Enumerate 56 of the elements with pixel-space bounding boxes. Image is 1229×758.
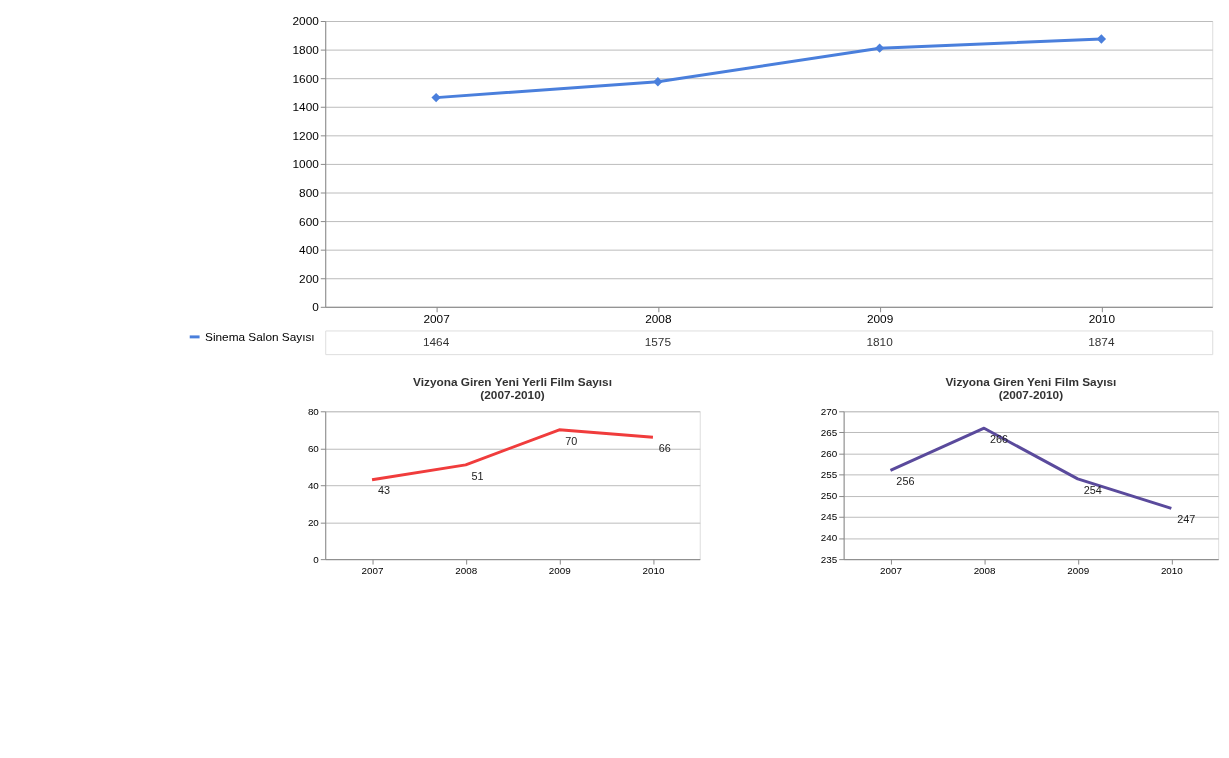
x-tick-label: 2007 <box>880 565 902 577</box>
data-label: 254 <box>1083 483 1102 496</box>
y-tick-label: 1800 <box>292 43 320 58</box>
y-tick-label: 270 <box>820 405 838 417</box>
x-tick-label: 2010 <box>1160 565 1184 577</box>
y-tick-label: 40 <box>307 479 320 491</box>
line-series <box>370 428 655 482</box>
point <box>874 43 885 53</box>
y-tick-label: 0 <box>313 553 320 565</box>
y-tick-label: 0 <box>312 300 320 315</box>
y-tick-label: 245 <box>820 511 838 523</box>
x-tick-label: 2008 <box>455 565 478 577</box>
point <box>653 77 663 87</box>
y-tick-label: 1600 <box>292 71 320 86</box>
x-tick-label: 2010 <box>1088 312 1116 327</box>
y-tick-label: 200 <box>299 271 320 286</box>
x-tick-label: 2010 <box>642 565 665 577</box>
y-tick-label: 600 <box>299 214 320 229</box>
chart-title: Vizyona Giren Yeni Yerli Film Sayısı (2007-2010) <box>413 374 612 403</box>
point <box>1096 34 1107 44</box>
data-label: 1810 <box>866 335 894 350</box>
data-label: 66 <box>658 441 671 454</box>
data-label: 51 <box>471 469 484 482</box>
y-tick-label: 1200 <box>292 128 320 143</box>
data-label: 70 <box>565 434 578 447</box>
data-label: 1575 <box>644 335 672 350</box>
data-label: 256 <box>896 475 915 488</box>
y-tick-label: 260 <box>820 447 838 459</box>
legend-label: Sinema Salon Sayısı <box>205 329 315 344</box>
data-label: 1464 <box>422 335 450 350</box>
x-tick-label: 2008 <box>973 565 997 577</box>
y-tick-label: 250 <box>820 490 838 502</box>
x-tick-label: 2007 <box>361 565 384 577</box>
x-tick-label: 2008 <box>645 312 672 327</box>
data-label: 43 <box>377 484 391 497</box>
chart-title: Vizyona Giren Yeni Film Sayısı (2007-2010) <box>945 374 1117 403</box>
x-tick-label: 2007 <box>423 312 450 327</box>
x-tick-label: 2009 <box>1067 565 1090 577</box>
point <box>431 92 441 103</box>
y-tick-label: 400 <box>299 243 320 258</box>
y-tick-label: 800 <box>299 185 320 200</box>
y-tick-label: 255 <box>820 469 838 481</box>
y-tick-label: 240 <box>820 532 838 544</box>
y-tick-label: 265 <box>820 426 838 438</box>
data-label: 247 <box>1177 513 1196 526</box>
y-tick-label: 2000 <box>292 14 320 29</box>
y-tick-label: 60 <box>307 442 320 454</box>
y-tick-label: 235 <box>820 553 838 565</box>
data-label: 1874 <box>1088 335 1115 350</box>
y-tick-label: 1000 <box>292 157 320 172</box>
y-tick-label: 1400 <box>292 100 320 115</box>
y-tick-label: 80 <box>307 405 320 417</box>
line-series <box>888 426 1173 510</box>
x-tick-label: 2009 <box>548 565 572 577</box>
y-tick-label: 20 <box>307 516 320 528</box>
x-tick-label: 2009 <box>866 312 894 327</box>
